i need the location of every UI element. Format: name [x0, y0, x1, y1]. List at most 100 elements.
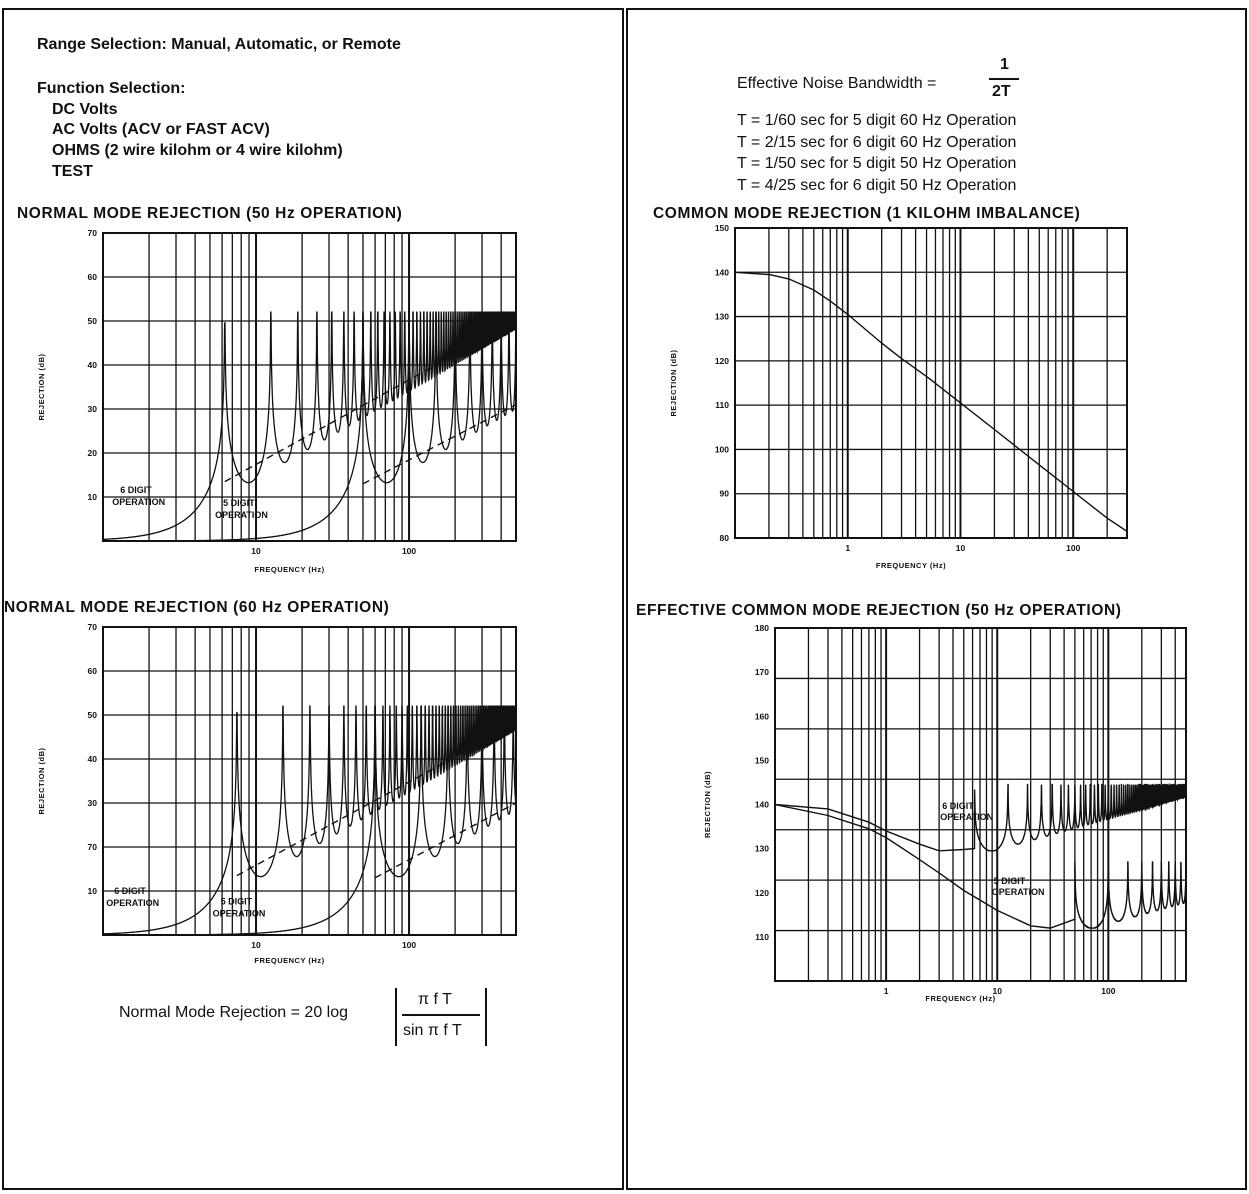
plot-frame	[102, 626, 517, 936]
y-tick-label: 90	[720, 489, 730, 499]
chart-nmr60: 10 70 30 40 50 60 70 10 100 FREQUENCY (Hz) REJECTI…	[37, 622, 517, 965]
series-label: 5 DIGIT	[994, 876, 1026, 886]
series-line	[103, 705, 516, 935]
series-label: OPERATION	[992, 887, 1045, 897]
y-tick-label: 30	[88, 404, 98, 414]
envelope-line	[362, 403, 516, 485]
function-item: DC Volts	[52, 101, 118, 118]
y-axis-label: REJECTION (dB)	[703, 771, 712, 838]
y-tick-label: 60	[88, 666, 98, 676]
chart-nmr50: 10 20 30 40 50 60 70 10 100 FREQUENCY (Hz) REJECTI…	[37, 228, 517, 574]
y-tick-label: 170	[755, 667, 769, 677]
chart-title-cmr: COMMON MODE REJECTION (1 KILOHM IMBALANC…	[653, 205, 1081, 222]
chart-title-nmr60: NORMAL MODE REJECTION (60 Hz OPERATION)	[4, 599, 390, 616]
y-tick-label: 120	[715, 356, 729, 366]
y-axis-label: REJECTION (dB)	[37, 747, 46, 814]
series-line	[735, 271, 1127, 532]
range-selection-text: Range Selection: Manual, Automatic, or R…	[37, 36, 401, 53]
period-line: T = 4/25 sec for 6 digit 50 Hz Operation	[737, 177, 1017, 194]
series-label: 5 DIGIT	[221, 897, 253, 907]
series-line	[775, 782, 1186, 852]
series-label: OPERATION	[940, 812, 993, 822]
period-line: T = 1/60 sec for 5 digit 60 Hz Operation	[737, 112, 1017, 129]
right-panel	[626, 8, 1247, 1190]
y-tick-label: 80	[720, 533, 730, 543]
y-tick-label: 150	[715, 223, 729, 233]
y-tick-label: 40	[88, 360, 98, 370]
y-tick-label: 110	[755, 932, 769, 942]
bandwidth-label: Effective Noise Bandwidth =	[737, 75, 937, 92]
y-tick-label: 160	[755, 711, 769, 721]
x-tick-label: 10	[251, 940, 261, 950]
y-tick-label: 110	[715, 400, 729, 410]
chart-title-ecmr50: EFFECTIVE COMMON MODE REJECTION (50 Hz O…	[636, 602, 1122, 619]
series-label: 6 DIGIT	[114, 886, 146, 896]
y-tick-label: 20	[88, 448, 98, 458]
chart-title-nmr50: NORMAL MODE REJECTION (50 Hz OPERATION)	[17, 205, 403, 222]
series-label: 6 DIGIT	[120, 485, 152, 495]
x-tick-label: 10	[956, 543, 966, 553]
y-tick-label: 50	[88, 710, 98, 720]
series-line	[103, 311, 516, 541]
x-axis-label: FREQUENCY (Hz)	[254, 565, 324, 574]
plot-frame	[734, 227, 1128, 539]
y-tick-label: 140	[715, 267, 729, 277]
bandwidth-numerator: 1	[1000, 56, 1009, 73]
period-line: T = 2/15 sec for 6 digit 60 Hz Operation	[737, 134, 1017, 151]
y-tick-label: 30	[88, 798, 98, 808]
formula-fraction-bar	[402, 1014, 480, 1016]
series-label: 5 DIGIT	[223, 498, 255, 508]
y-tick-label: 10	[88, 492, 98, 502]
function-item: TEST	[52, 163, 93, 180]
x-tick-label: 10	[992, 986, 1002, 996]
y-tick-label: 70	[88, 622, 98, 632]
y-axis-label: REJECTION (dB)	[669, 349, 678, 416]
y-tick-label: 50	[88, 316, 98, 326]
bandwidth-fraction-bar	[989, 78, 1019, 80]
x-tick-label: 1	[884, 986, 889, 996]
series-label: OPERATION	[215, 510, 268, 520]
x-axis-label: FREQUENCY (Hz)	[254, 956, 324, 965]
series-line	[103, 705, 516, 935]
series-label: OPERATION	[112, 497, 165, 507]
series-line	[103, 311, 516, 541]
x-tick-label: 100	[1066, 543, 1080, 553]
x-axis-label: FREQUENCY (Hz)	[876, 561, 946, 570]
function-item: AC Volts (ACV or FAST ACV)	[52, 121, 270, 138]
envelope-line	[374, 802, 516, 879]
y-tick-label: 180	[755, 623, 769, 633]
series-label: OPERATION	[213, 909, 266, 919]
x-tick-label: 100	[402, 546, 416, 556]
series-line	[775, 803, 1186, 929]
x-axis-label: FREQUENCY (Hz)	[925, 994, 995, 1003]
y-tick-label: 100	[715, 444, 729, 454]
y-tick-label: 70	[88, 842, 98, 852]
y-tick-label: 120	[755, 888, 769, 898]
formula-abs-right	[485, 988, 487, 1046]
formula-label: Normal Mode Rejection = 20 log	[119, 1004, 349, 1021]
x-tick-label: 10	[251, 546, 261, 556]
y-tick-label: 70	[88, 228, 98, 238]
y-tick-label: 150	[755, 755, 769, 765]
series-label: OPERATION	[106, 898, 159, 908]
function-item: OHMS (2 wire kilohm or 4 wire kilohm)	[52, 142, 343, 159]
bandwidth-denominator: 2T	[992, 83, 1011, 100]
y-tick-label: 60	[88, 272, 98, 282]
period-line: T = 1/50 sec for 5 digit 50 Hz Operation	[737, 155, 1017, 172]
series-label: 6 DIGIT	[942, 801, 974, 811]
y-tick-label: 140	[755, 800, 769, 810]
x-tick-label: 1	[845, 543, 850, 553]
x-tick-label: 100	[402, 940, 416, 950]
function-selection-heading: Function Selection:	[37, 80, 186, 97]
formula-numerator: π f T	[418, 991, 452, 1008]
formula-denominator: sin π f T	[403, 1022, 462, 1039]
y-tick-label: 40	[88, 754, 98, 764]
envelope-line	[224, 320, 516, 483]
formula-abs-left	[395, 988, 397, 1046]
y-tick-label: 130	[755, 844, 769, 854]
plot-frame	[102, 232, 517, 542]
y-tick-label: 130	[715, 312, 729, 322]
left-panel	[2, 8, 624, 1190]
